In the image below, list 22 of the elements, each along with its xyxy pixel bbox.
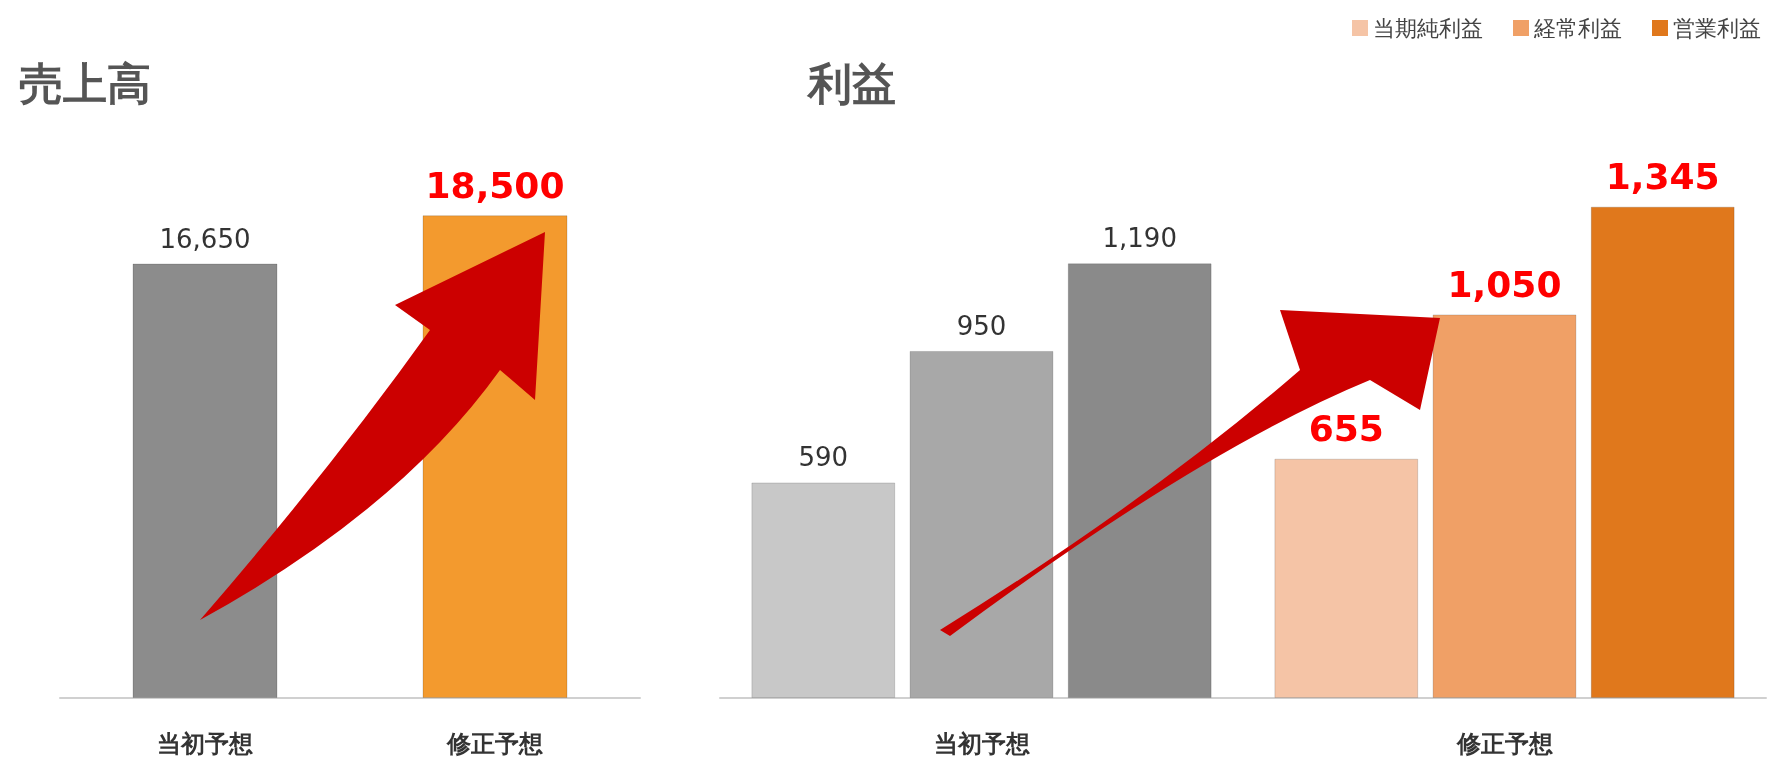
x-tick-label: 修正予想 bbox=[446, 730, 543, 758]
x-tick-label: 修正予想 bbox=[1455, 730, 1553, 758]
x-tick-label: 当初予想 bbox=[157, 730, 253, 758]
bar bbox=[1274, 458, 1419, 698]
data-label: 1,050 bbox=[1447, 263, 1562, 305]
chart-title: 利益 bbox=[806, 57, 896, 109]
legend-label: 営業利益 bbox=[1673, 15, 1761, 41]
data-label: 1,345 bbox=[1605, 156, 1720, 198]
legend-label: 当期純利益 bbox=[1373, 15, 1483, 41]
bar bbox=[909, 350, 1054, 698]
data-label: 590 bbox=[798, 442, 849, 473]
data-label: 18,500 bbox=[425, 164, 565, 206]
x-tick-label: 当初予想 bbox=[933, 730, 1030, 758]
data-label: 655 bbox=[1308, 408, 1384, 450]
bar bbox=[1432, 314, 1577, 698]
data-label: 16,650 bbox=[159, 223, 251, 254]
chart-title: 売上高 bbox=[19, 57, 151, 109]
legend-label: 経常利益 bbox=[1533, 15, 1622, 41]
bar bbox=[1067, 263, 1212, 698]
bar bbox=[1590, 206, 1735, 698]
data-label: 1,190 bbox=[1102, 223, 1177, 254]
data-label: 950 bbox=[956, 310, 1007, 341]
